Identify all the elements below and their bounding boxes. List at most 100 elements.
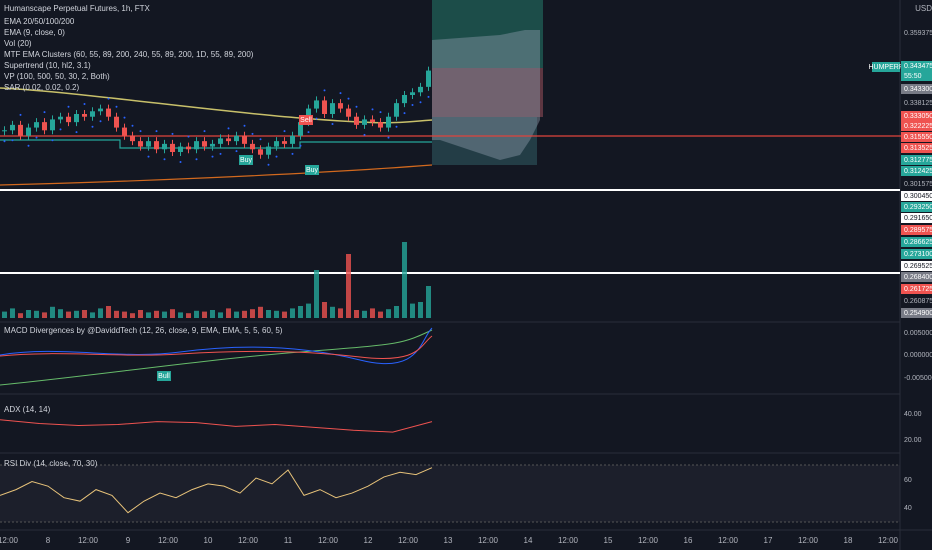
candle (178, 146, 183, 152)
signal-bg (157, 371, 171, 381)
candle (146, 141, 151, 147)
sar-dot (115, 105, 118, 108)
volume-bar (130, 313, 135, 318)
sar-dot (19, 113, 22, 116)
sar-dot (283, 130, 286, 133)
price-label: 0.254900 (904, 310, 932, 317)
volume-bar (322, 302, 327, 318)
price-label: 0.300450 (904, 193, 932, 200)
volume-bar (370, 308, 375, 318)
candle (346, 108, 351, 117)
indicator-legend: EMA (9, close, 0) (4, 28, 65, 37)
volume-bar (186, 313, 191, 318)
currency[interactable]: USD (915, 4, 932, 13)
price-label: 0.260875 (904, 298, 932, 305)
time-label: 12:00 (78, 536, 99, 545)
time-label: 15 (604, 536, 613, 545)
volume-bar (50, 306, 55, 318)
sar-dot (163, 158, 166, 161)
volume-bar (354, 310, 359, 318)
volume-bar (274, 310, 279, 318)
sar-dot (67, 105, 70, 108)
volume-bar (66, 311, 71, 318)
price-label-bg (901, 261, 932, 271)
candle (74, 114, 79, 123)
signal-bg (239, 155, 253, 165)
sar-dot (91, 125, 94, 128)
price-label: 0.343475 (904, 63, 932, 70)
macd-axis-label: 0.000000 (904, 352, 932, 359)
sar-dot (195, 158, 198, 161)
macd-axis-label: 0.005000 (904, 330, 932, 337)
sar-dot (3, 140, 6, 143)
price-label-bg (901, 272, 932, 282)
time-label: 12:00 (238, 536, 259, 545)
sar-dot (339, 92, 342, 95)
candle (114, 116, 119, 128)
time-label: 12:00 (878, 536, 899, 545)
price-label-bg (901, 284, 932, 294)
candle (402, 95, 407, 104)
candle (58, 116, 63, 120)
sar-dot (387, 136, 390, 139)
price-label: 0.273100 (904, 251, 932, 258)
candle (162, 143, 167, 150)
price-label-bg (901, 213, 932, 223)
time-label: 11 (284, 536, 293, 545)
volume-bar (346, 254, 351, 318)
candle (218, 138, 223, 144)
candle (266, 146, 271, 155)
price-label: 0.343300 (904, 86, 932, 93)
candle (194, 141, 199, 150)
adx-axis-label: 20.00 (904, 437, 922, 444)
volume-bar (98, 308, 103, 318)
price-label: 0.312425 (904, 168, 932, 175)
volume-bar (106, 306, 111, 318)
volume-bar (410, 303, 415, 318)
time-label: 10 (204, 536, 213, 545)
time-label: 8 (46, 536, 51, 545)
sar-dot (187, 135, 190, 138)
sar-dot (203, 130, 206, 133)
symbol-tag-bg (872, 62, 900, 72)
price-label-bg (901, 191, 932, 201)
candle (234, 135, 239, 142)
price-label: 0.322225 (904, 123, 932, 130)
price-label-bg (901, 202, 932, 212)
candle (170, 143, 175, 152)
price-label: 0.338125 (904, 100, 932, 107)
sar-dot (275, 155, 278, 158)
candle (322, 100, 327, 114)
price-label: 0.359375 (904, 30, 932, 37)
candle (274, 141, 279, 147)
signal-label: Buy (240, 157, 253, 164)
volume-bar (330, 306, 335, 318)
sar-dot (259, 138, 262, 141)
candle (330, 103, 335, 114)
candle (258, 149, 263, 155)
sar-dot (179, 161, 182, 163)
price-label: 0.291650 (904, 215, 932, 222)
volume-bar (138, 310, 143, 318)
signal-line (0, 335, 433, 359)
price-label: 0.261725 (904, 286, 932, 293)
candle (98, 108, 103, 112)
candle (34, 122, 39, 128)
sar-dot (211, 155, 214, 158)
price-label-bg (901, 121, 932, 131)
price-label-bg (901, 111, 932, 121)
candle (130, 135, 135, 142)
volume-bar (282, 311, 287, 318)
price-label: 0.333050 (904, 113, 932, 120)
price-label: 0.315550 (904, 134, 932, 141)
volume-bar (362, 310, 367, 318)
time-label: 12:00 (158, 536, 179, 545)
ema-200 (0, 87, 433, 124)
macd-line (0, 327, 433, 365)
sar-dot (123, 116, 126, 119)
candle (354, 116, 359, 125)
indicator-legend: VP (100, 500, 50, 30, 2, Both) (4, 72, 110, 81)
sar-dot (75, 131, 78, 134)
rsi-band (0, 465, 900, 522)
